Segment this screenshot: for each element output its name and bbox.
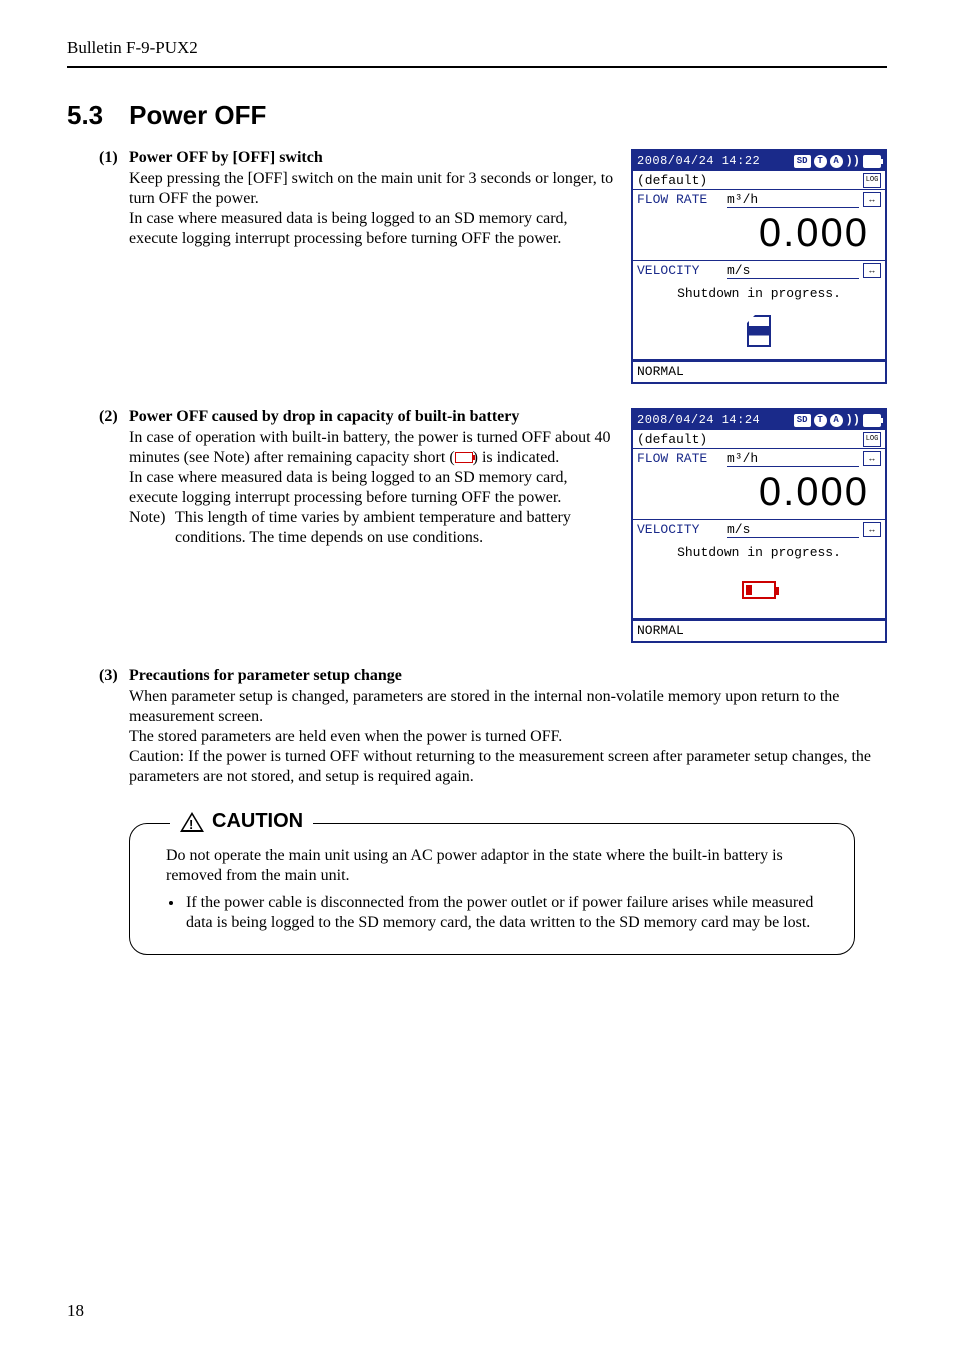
item-2-note: Note) This length of time varies by ambi… — [129, 508, 619, 548]
item-1-number: (1) — [99, 149, 129, 249]
wave-icon: )) — [846, 154, 860, 168]
lcd1-center-icon-area — [633, 303, 885, 361]
t-icon: T — [814, 155, 827, 168]
lcd2-datetime: 2008/04/24 14:24 — [637, 413, 794, 427]
lcd2-vel-unit: m/s — [727, 522, 859, 538]
sd-icon: SD — [794, 155, 811, 168]
page-number: 18 — [67, 1301, 84, 1321]
lcd1-flow-label: FLOW RATE — [637, 192, 727, 207]
bulletin-header: Bulletin F-9-PUX2 — [67, 38, 887, 58]
item-2-para1: In case of operation with built-in batte… — [129, 428, 619, 468]
lcd2-topbar: 2008/04/24 14:24 SD T A )) — [633, 410, 885, 430]
lcd2-center-icon-area — [633, 562, 885, 620]
lcd2-flow-row: FLOW RATE m³/h ↔ — [633, 449, 885, 468]
a-icon: A — [830, 155, 843, 168]
t-icon: T — [814, 414, 827, 427]
lcd1-topbar: 2008/04/24 14:22 SD T A )) — [633, 151, 885, 171]
battery-icon — [863, 414, 881, 427]
lcd2-status: NORMAL — [633, 620, 885, 641]
arrow-icon: ↔ — [863, 263, 881, 278]
arrow-icon: ↔ — [863, 451, 881, 466]
lcd2-default-row: (default) LOG — [633, 430, 885, 449]
sd-icon: SD — [794, 414, 811, 427]
caution-label: CAUTION — [212, 810, 303, 833]
lcd1-vel-unit: m/s — [727, 263, 859, 279]
item-1-para1: Keep pressing the [OFF] switch on the ma… — [129, 169, 619, 209]
lcd-figure-2: 2008/04/24 14:24 SD T A )) (default) LOG… — [631, 408, 887, 643]
lcd-figure-1: 2008/04/24 14:22 SD T A )) (default) LOG… — [631, 149, 887, 384]
caution-bullet-1: If the power cable is disconnected from … — [184, 893, 830, 934]
lcd1-vel-row: VELOCITY m/s ↔ — [633, 261, 885, 280]
wave-icon: )) — [846, 413, 860, 427]
item-3-para3: Caution: If the power is turned OFF with… — [129, 747, 887, 787]
item-3-para2: The stored parameters are held even when… — [129, 727, 887, 747]
lcd1-msg: Shutdown in progress. — [633, 280, 885, 303]
lcd1-status: NORMAL — [633, 361, 885, 382]
header-rule — [67, 66, 887, 68]
caution-box: ! CAUTION Do not operate the main unit u… — [129, 823, 855, 955]
section-heading: 5.3 Power OFF — [67, 100, 887, 131]
arrow-icon: ↔ — [863, 192, 881, 207]
warning-triangle-icon: ! — [180, 812, 204, 832]
lcd2-vel-label: VELOCITY — [637, 522, 727, 537]
lcd2-value: 0.000 — [633, 468, 885, 520]
a-icon: A — [830, 414, 843, 427]
item-1-para2: In case where measured data is being log… — [129, 209, 619, 249]
item-2-para2: In case where measured data is being log… — [129, 468, 619, 508]
caution-legend: ! CAUTION — [170, 810, 313, 833]
lcd2-msg: Shutdown in progress. — [633, 539, 885, 562]
battery-low-large-icon — [742, 581, 776, 599]
section-title: Power OFF — [129, 100, 266, 130]
item-3-title: Precautions for parameter setup change — [129, 667, 887, 685]
lcd2-vel-row: VELOCITY m/s ↔ — [633, 520, 885, 539]
lcd1-flow-row: FLOW RATE m³/h ↔ — [633, 190, 885, 209]
lcd1-default-row: (default) LOG — [633, 171, 885, 190]
item-3-number: (3) — [99, 667, 129, 787]
battery-low-icon — [455, 452, 473, 463]
sd-card-icon — [747, 315, 771, 347]
item-2-number: (2) — [99, 408, 129, 548]
log-icon: LOG — [863, 432, 881, 447]
lcd2-default: (default) — [637, 432, 727, 447]
lcd1-value: 0.000 — [633, 209, 885, 261]
section-number: 5.3 — [67, 100, 103, 130]
caution-lead: Do not operate the main unit using an AC… — [166, 846, 830, 887]
arrow-icon: ↔ — [863, 522, 881, 537]
lcd1-vel-label: VELOCITY — [637, 263, 727, 278]
item-1-title: Power OFF by [OFF] switch — [129, 149, 619, 167]
lcd1-default: (default) — [637, 173, 727, 188]
lcd2-flow-label: FLOW RATE — [637, 451, 727, 466]
lcd1-datetime: 2008/04/24 14:22 — [637, 154, 794, 168]
lcd1-flow-unit: m³/h — [727, 192, 859, 208]
battery-icon — [863, 155, 881, 168]
log-icon: LOG — [863, 173, 881, 188]
item-2-title: Power OFF caused by drop in capacity of … — [129, 408, 619, 426]
lcd2-flow-unit: m³/h — [727, 451, 859, 467]
item-3-para1: When parameter setup is changed, paramet… — [129, 687, 887, 727]
